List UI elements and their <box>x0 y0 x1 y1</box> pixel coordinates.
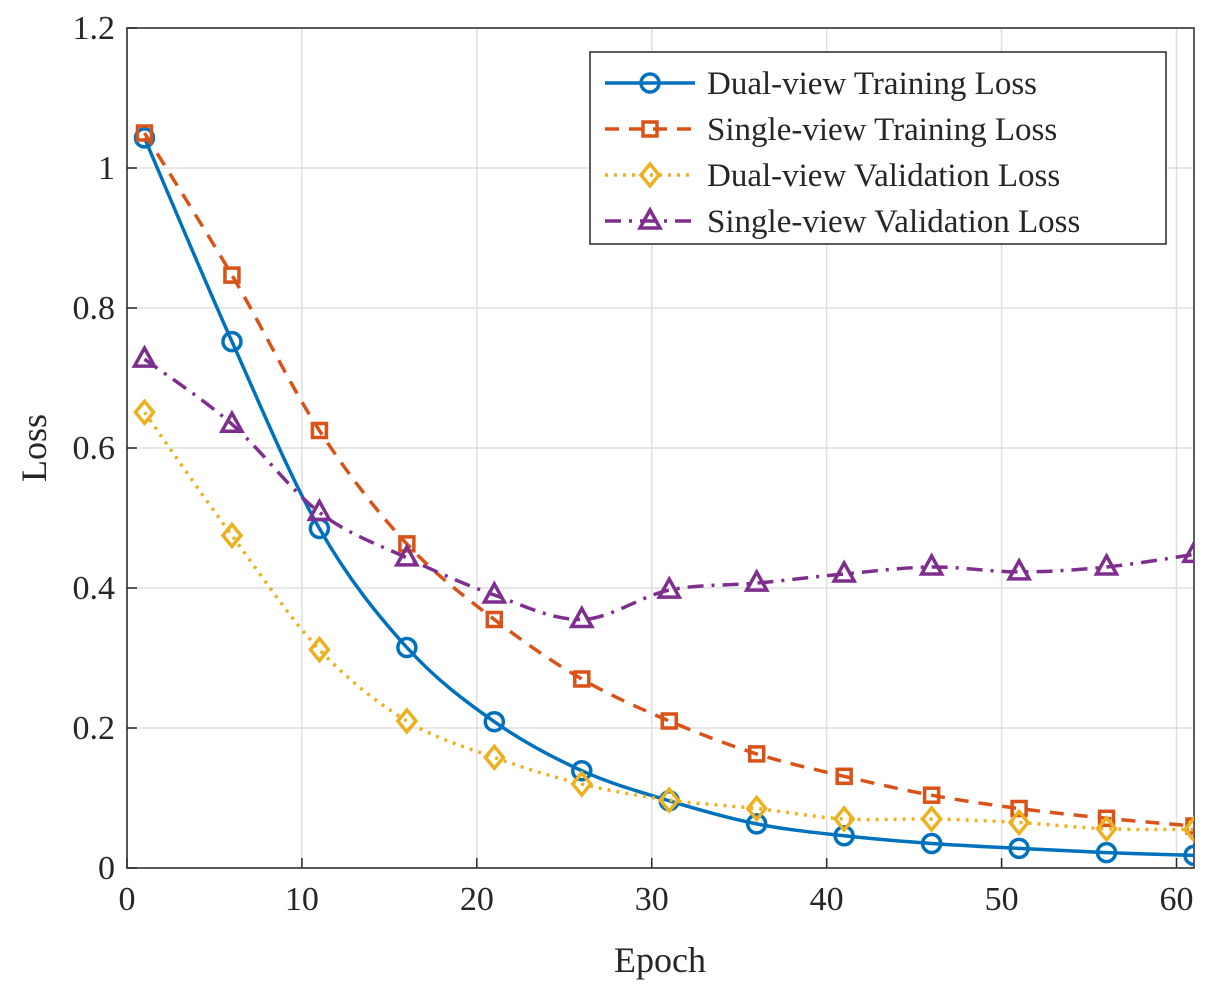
x-axis-label: Epoch <box>614 940 706 980</box>
marker <box>310 421 329 440</box>
legend-marker <box>639 72 661 94</box>
line <box>143 357 1194 622</box>
marker <box>395 707 419 735</box>
marker <box>1008 837 1030 860</box>
marker <box>481 580 508 604</box>
y-tick-label: 0.4 <box>73 570 116 607</box>
y-tick-label: 1.2 <box>73 10 116 47</box>
marker <box>485 610 504 629</box>
marker <box>747 745 766 763</box>
marker <box>573 670 591 688</box>
marker <box>656 575 683 599</box>
marker <box>483 743 506 772</box>
marker <box>660 712 678 730</box>
marker <box>743 568 770 592</box>
marker <box>1182 815 1194 844</box>
marker <box>221 330 243 353</box>
marker <box>745 813 768 835</box>
legend-marker <box>637 206 663 230</box>
y-tick-label: 0.2 <box>73 710 116 747</box>
marker <box>483 710 506 733</box>
marker <box>920 832 943 855</box>
marker <box>835 767 853 786</box>
y-tick-label: 0.6 <box>73 430 116 467</box>
plot-frame <box>126 27 1195 869</box>
marker <box>831 559 858 583</box>
marker <box>1093 552 1120 576</box>
marker <box>832 805 856 833</box>
legend-label: Single-view Validation Loss <box>707 204 1080 240</box>
marker <box>1181 539 1194 564</box>
y-tick-label: 0.8 <box>73 290 116 327</box>
marker <box>133 127 156 149</box>
x-tick-label: 40 <box>810 881 844 918</box>
legend-label: Single-view Training Loss <box>707 112 1057 148</box>
legend-label: Dual-view Validation Loss <box>707 158 1060 194</box>
marker <box>398 535 416 553</box>
x-tick-label: 50 <box>985 881 1019 918</box>
y-tick-label: 1 <box>98 150 115 187</box>
marker <box>135 124 154 142</box>
marker <box>918 552 945 576</box>
legend-marker <box>638 161 662 189</box>
marker <box>220 521 244 550</box>
marker <box>1006 557 1033 581</box>
marker <box>833 825 855 847</box>
x-tick-label: 10 <box>285 881 319 918</box>
marker <box>133 398 156 427</box>
marker <box>570 770 594 798</box>
legend: Dual-view Training Loss Single-view Train… <box>589 51 1167 245</box>
x-tick-label: 20 <box>460 881 494 918</box>
marker <box>393 543 420 567</box>
y-tick-label: 0 <box>98 850 115 887</box>
plot-area <box>131 124 1194 867</box>
marker <box>571 759 593 782</box>
marker <box>1095 841 1118 864</box>
marker <box>745 794 768 823</box>
marker <box>1097 809 1116 828</box>
marker <box>568 604 595 629</box>
marker <box>922 786 941 804</box>
marker <box>1183 844 1194 867</box>
marker <box>131 344 158 368</box>
y-axis-label: Loss <box>14 414 54 482</box>
marker <box>223 266 241 284</box>
marker <box>308 635 331 664</box>
marker <box>657 786 681 814</box>
legend-marker <box>641 120 659 138</box>
x-tick-label: 0 <box>119 881 136 918</box>
marker <box>920 805 943 833</box>
x-tick-label: 60 <box>1160 881 1194 918</box>
marker <box>1095 815 1118 843</box>
marker <box>1010 799 1028 818</box>
legend-label: Dual-view Training Loss <box>707 66 1037 102</box>
marker <box>396 636 418 659</box>
marker <box>218 409 245 433</box>
x-tick-label: 30 <box>635 881 669 918</box>
marker <box>1007 808 1031 837</box>
marker <box>306 497 333 522</box>
line <box>142 137 1194 858</box>
